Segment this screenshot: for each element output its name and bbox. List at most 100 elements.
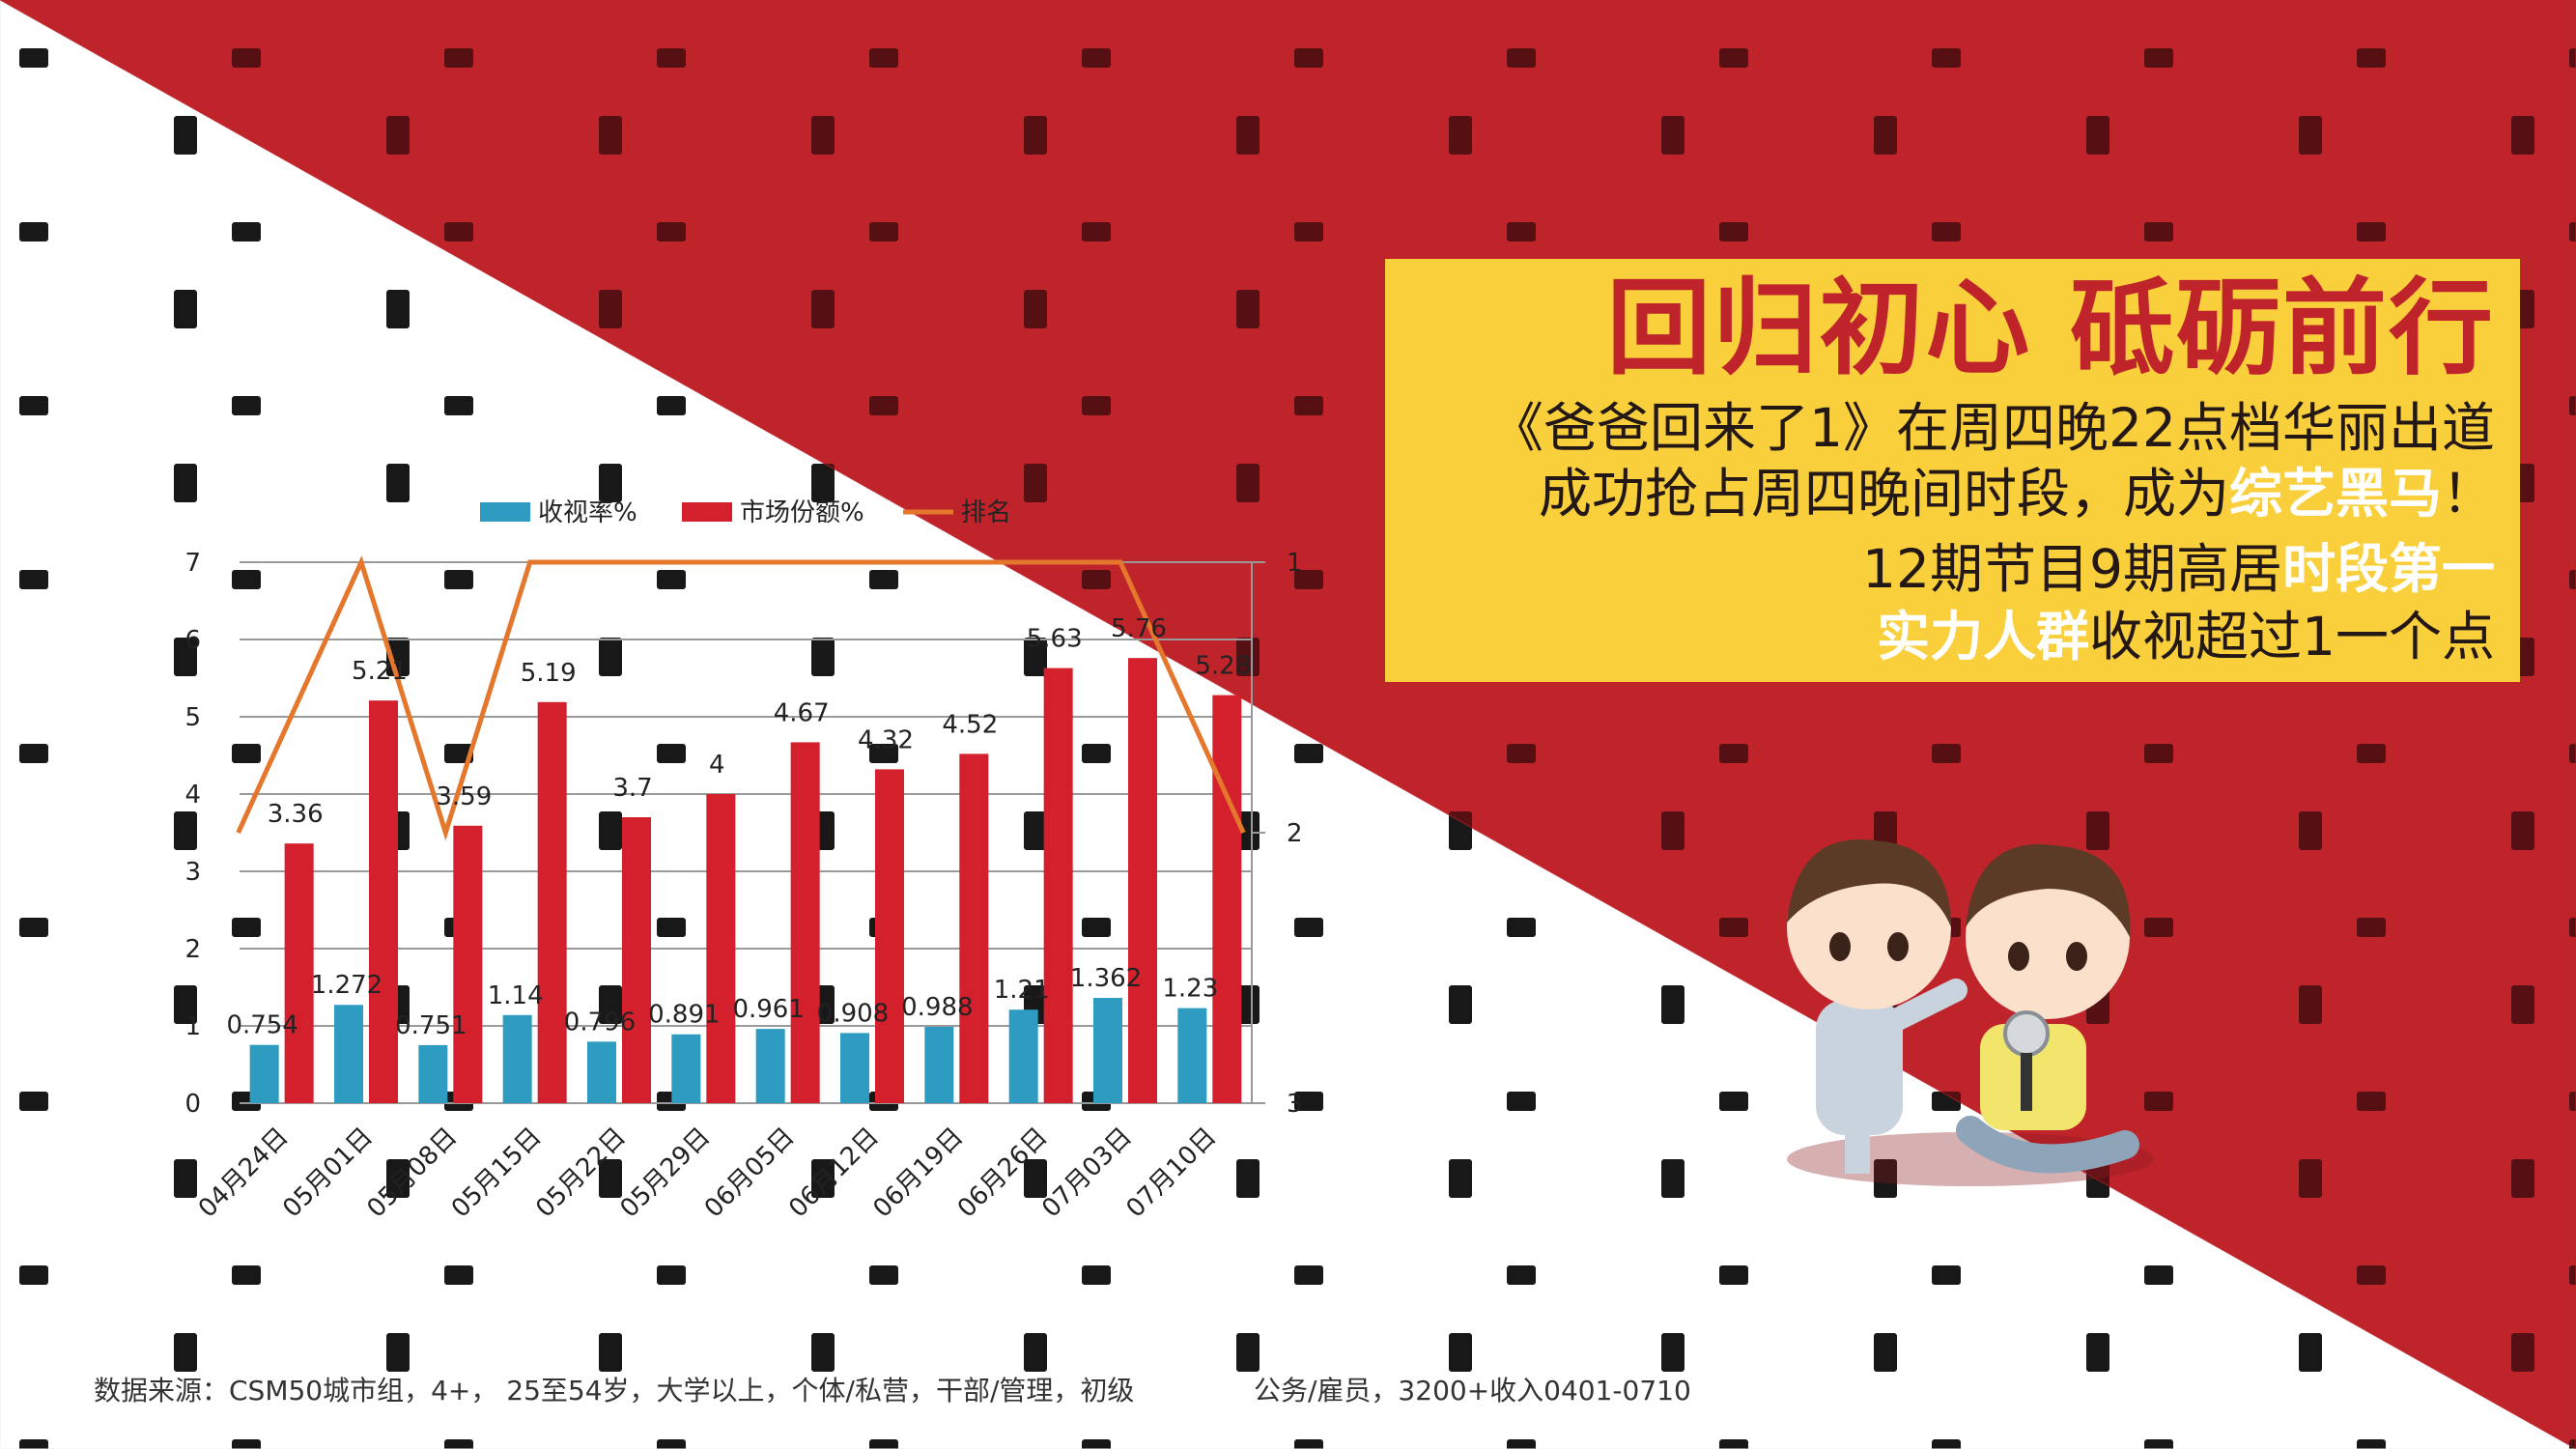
legend-market-share-label: 市场份额%	[740, 498, 864, 527]
bar-market-share	[284, 843, 314, 1103]
x-axis-tick-label: 05月01日	[277, 1122, 379, 1224]
bar-market-share	[622, 817, 651, 1103]
bar-market-share	[1043, 668, 1073, 1103]
legend-rank-label: 排名	[961, 498, 1011, 527]
bar-rating	[755, 1029, 785, 1103]
bar-market-share	[1212, 695, 1242, 1103]
x-axis-tick-label: 05月15日	[446, 1122, 548, 1224]
x-axis-tick-label: 04月24日	[193, 1122, 295, 1224]
headline-line-2-text: 成功抢占周四晚间时段，成为	[1538, 463, 2229, 525]
bar-rating	[334, 1005, 363, 1103]
data-label-market-share: 5.19	[521, 659, 577, 688]
chart-data-labels: 0.754 3.36 1.272 5.21 0.751 3.59 1.14 5.19 0.796…	[226, 614, 1251, 1040]
headline-line-2: 成功抢占周四晚间时段，成为综艺黑马！	[1538, 463, 2495, 525]
x-axis-tick-label: 05月29日	[615, 1122, 717, 1224]
x-axis-tick-label: 07月10日	[1121, 1122, 1223, 1224]
data-label-rating: 1.362	[1070, 964, 1142, 993]
headline-line-4-highlight: 实力人群	[1876, 606, 2089, 668]
data-label-market-share: 3.7	[612, 774, 652, 803]
x-axis-tick-label: 05月08日	[362, 1122, 464, 1224]
y-axis-tick-label: 4	[184, 781, 201, 810]
bar-market-share	[453, 825, 483, 1103]
data-source-note: 数据来源：CSM50城市组，4+， 25至54岁，大学以上，个体/私营，干部/管…	[94, 1375, 1135, 1406]
bar-rating	[671, 1034, 701, 1103]
data-label-rating: 0.891	[648, 1001, 720, 1030]
bar-rating	[1177, 1008, 1207, 1103]
y2-axis-tick-label: 1	[1287, 549, 1303, 578]
headline-line-1-text: 《爸爸回来了1》在周四晚22点档华丽出道	[1490, 397, 2495, 459]
y-axis-tick-label: 0	[184, 1090, 201, 1119]
headline-line-3-text: 12期节目9期高居	[1862, 538, 2282, 600]
y-axis-tick-label: 7	[184, 549, 201, 578]
data-label-market-share: 3.59	[436, 782, 492, 811]
data-label-market-share: 4.67	[774, 698, 830, 727]
bar-rating	[418, 1044, 448, 1103]
y2-axis-tick-label: 2	[1287, 819, 1303, 848]
legend-rating-label: 收视率%	[538, 498, 637, 527]
data-label-market-share: 5.28	[1195, 652, 1251, 681]
bar-rating	[1008, 1009, 1038, 1103]
y-axis-tick-label: 1	[184, 1012, 201, 1041]
data-label-rating: 1.21	[994, 976, 1050, 1005]
data-label-market-share: 4	[709, 751, 725, 780]
y2-axis-tick-label: 3	[1287, 1090, 1303, 1119]
data-source-note-continued: 公务/雇员，3200+收入0401-0710	[1254, 1375, 1691, 1406]
y-axis-tick-label: 6	[184, 626, 201, 655]
y-axis-tick-label: 3	[184, 858, 201, 887]
headline-panel: 回归初心 砥砺前行 《爸爸回来了1》在周四晚22点档华丽出道 成功抢占周四晚间时…	[1385, 259, 2520, 682]
data-label-market-share: 4.52	[942, 710, 998, 739]
headline-line-2-highlight: 综艺黑马	[2228, 463, 2442, 525]
bar-market-share	[875, 769, 904, 1103]
bar-rating	[840, 1033, 869, 1103]
chart-bars	[249, 658, 1242, 1103]
cartoon-characters-illustration	[1787, 839, 2154, 1186]
data-label-rating: 0.751	[395, 1011, 467, 1040]
legend-market-share-swatch	[682, 502, 732, 522]
series-line-rank	[236, 555, 1246, 841]
bar-market-share	[959, 753, 989, 1103]
headline-line-3: 12期节目9期高居时段第一	[1862, 538, 2495, 600]
headline-line-2-end: ！	[2441, 463, 2495, 525]
data-label-rating: 1.14	[488, 981, 544, 1010]
y-axis-tick-label: 2	[184, 935, 201, 964]
bar-market-share	[369, 700, 398, 1103]
y-axis-tick-label: 5	[184, 703, 201, 732]
bar-rating	[249, 1044, 279, 1103]
bar-market-share	[1128, 658, 1157, 1103]
data-label-market-share: 5.63	[1027, 625, 1083, 654]
bar-rating	[1093, 998, 1122, 1103]
data-label-rating: 1.272	[311, 971, 382, 1000]
x-axis-tick-label: 07月03日	[1036, 1122, 1138, 1224]
x-axis-tick-label: 05月22日	[530, 1122, 632, 1224]
x-axis-tick-label: 06月12日	[783, 1122, 885, 1224]
data-label-rating: 0.796	[564, 1008, 636, 1037]
data-label-market-share: 5.21	[352, 657, 408, 686]
x-axis-tick-label: 06月26日	[952, 1122, 1054, 1224]
headline-line-4: 实力人群收视超过1一个点	[1876, 606, 2495, 668]
x-axis-tick-label: 06月05日	[699, 1122, 801, 1224]
bar-market-share	[790, 742, 820, 1103]
data-label-market-share: 4.32	[858, 725, 914, 754]
headline-line-3-highlight: 时段第一	[2281, 538, 2495, 600]
data-label-rating: 0.754	[226, 1011, 297, 1040]
data-label-rating: 1.23	[1162, 975, 1218, 1004]
chart-legend: 收视率% 市场份额% 排名	[480, 498, 1011, 527]
data-label-market-share: 5.76	[1111, 614, 1167, 643]
bar-market-share	[537, 701, 567, 1103]
headline-line-1: 《爸爸回来了1》在周四晚22点档华丽出道	[1490, 397, 2495, 459]
data-label-market-share: 3.36	[268, 800, 324, 829]
bar-rating	[502, 1014, 532, 1103]
legend-rating-swatch	[480, 502, 530, 522]
headline-line-4-text: 收视超过1一个点	[2089, 606, 2495, 668]
bar-rating	[587, 1041, 616, 1103]
x-axis-tick-label: 06月19日	[868, 1122, 970, 1224]
bar-market-share	[706, 794, 736, 1103]
chart-rank-line	[236, 555, 1246, 841]
bar-rating	[924, 1026, 954, 1103]
headline-title: 回归初心 砥砺前行	[1606, 269, 2495, 389]
data-label-rating: 0.988	[901, 993, 973, 1022]
data-label-rating: 0.961	[732, 995, 804, 1024]
data-label-rating: 0.908	[817, 999, 889, 1028]
